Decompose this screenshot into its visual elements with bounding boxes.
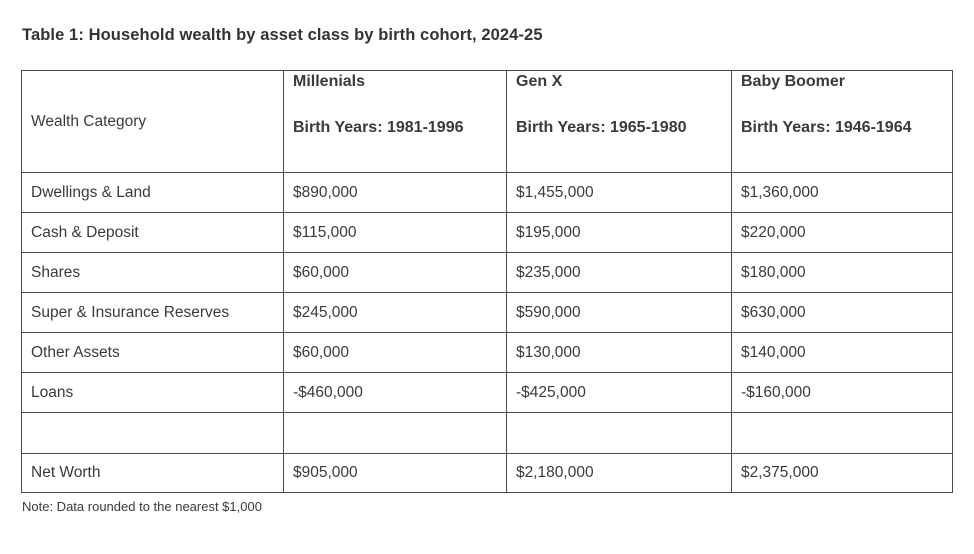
category-cell: Dwellings & Land bbox=[21, 172, 284, 213]
value-cell: $590,000 bbox=[506, 292, 732, 333]
category-cell: Shares bbox=[21, 252, 284, 293]
cohort-name: Gen X bbox=[516, 73, 563, 90]
value-cell: $2,180,000 bbox=[506, 453, 732, 493]
value-cell: $245,000 bbox=[283, 292, 507, 333]
value-cell: $140,000 bbox=[731, 332, 953, 373]
value-cell: $890,000 bbox=[283, 172, 507, 213]
table-footnote: Note: Data rounded to the nearest $1,000 bbox=[22, 499, 262, 514]
category-cell bbox=[21, 412, 284, 454]
value-cell: $235,000 bbox=[506, 252, 732, 293]
category-cell: Net Worth bbox=[21, 453, 284, 493]
table-row-other-assets: Other Assets $60,000 $130,000 $140,000 bbox=[21, 332, 953, 373]
value-cell: $630,000 bbox=[731, 292, 953, 333]
table-row-spacer bbox=[21, 412, 953, 454]
value-cell: $1,455,000 bbox=[506, 172, 732, 213]
value-cell: $130,000 bbox=[506, 332, 732, 373]
table-row-loans: Loans -$460,000 -$425,000 -$160,000 bbox=[21, 372, 953, 413]
category-cell: Loans bbox=[21, 372, 284, 413]
column-header-baby-boomer: Baby Boomer Birth Years: 1946-1964 bbox=[731, 70, 953, 173]
value-cell: -$460,000 bbox=[283, 372, 507, 413]
value-cell: $115,000 bbox=[283, 212, 507, 253]
cohort-name: Baby Boomer bbox=[741, 73, 846, 90]
cohort-birth-years: Birth Years: 1965-1980 bbox=[516, 119, 687, 136]
column-header-millenials: Millenials Birth Years: 1981-1996 bbox=[283, 70, 507, 173]
value-cell bbox=[506, 412, 732, 454]
table-row-super-insurance-reserves: Super & Insurance Reserves $245,000 $590… bbox=[21, 292, 953, 333]
header-row: Wealth Category Millenials Birth Years: … bbox=[21, 70, 953, 173]
table-title: Table 1: Household wealth by asset class… bbox=[22, 26, 543, 44]
category-cell: Super & Insurance Reserves bbox=[21, 292, 284, 333]
value-cell: $220,000 bbox=[731, 212, 953, 253]
table-row-cash-deposit: Cash & Deposit $115,000 $195,000 $220,00… bbox=[21, 212, 953, 253]
wealth-table: Wealth Category Millenials Birth Years: … bbox=[21, 70, 953, 493]
value-cell: $60,000 bbox=[283, 332, 507, 373]
value-cell bbox=[283, 412, 507, 454]
cohort-name: Millenials bbox=[293, 73, 366, 90]
value-cell bbox=[731, 412, 953, 454]
category-cell: Other Assets bbox=[21, 332, 284, 373]
category-cell: Cash & Deposit bbox=[21, 212, 284, 253]
value-cell: $1,360,000 bbox=[731, 172, 953, 213]
value-cell: $60,000 bbox=[283, 252, 507, 293]
value-cell: $2,375,000 bbox=[731, 453, 953, 493]
value-cell: -$160,000 bbox=[731, 372, 953, 413]
table-row-net-worth: Net Worth $905,000 $2,180,000 $2,375,000 bbox=[21, 453, 953, 493]
value-cell: $905,000 bbox=[283, 453, 507, 493]
cohort-birth-years: Birth Years: 1981-1996 bbox=[293, 119, 464, 136]
value-cell: -$425,000 bbox=[506, 372, 732, 413]
table-row-dwellings-land: Dwellings & Land $890,000 $1,455,000 $1,… bbox=[21, 172, 953, 213]
value-cell: $195,000 bbox=[506, 212, 732, 253]
column-header-wealth-category: Wealth Category bbox=[21, 70, 284, 173]
table-row-shares: Shares $60,000 $235,000 $180,000 bbox=[21, 252, 953, 293]
value-cell: $180,000 bbox=[731, 252, 953, 293]
column-header-gen-x: Gen X Birth Years: 1965-1980 bbox=[506, 70, 732, 173]
cohort-birth-years: Birth Years: 1946-1964 bbox=[741, 119, 912, 136]
